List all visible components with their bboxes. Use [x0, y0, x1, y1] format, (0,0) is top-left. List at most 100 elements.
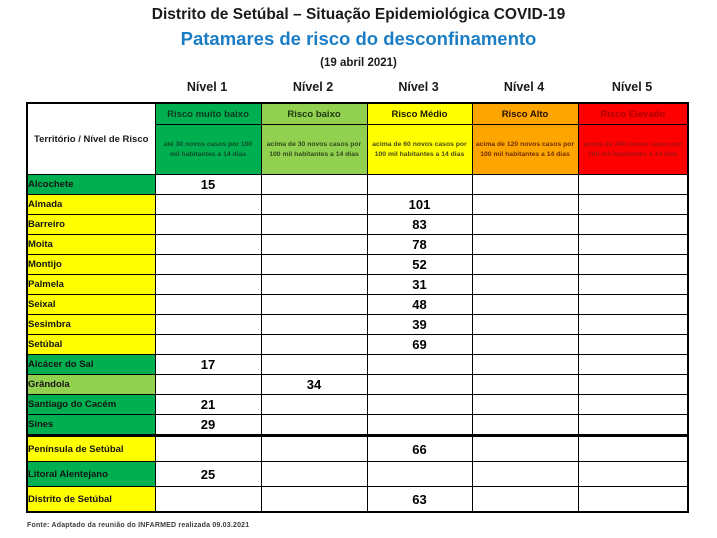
value-cell: [471, 274, 579, 295]
value-cell: [154, 334, 262, 355]
value-cell: [260, 394, 368, 415]
value-cell: [260, 254, 368, 275]
value-cell: [471, 414, 579, 436]
table-row: Alcácer do Sal 17: [26, 354, 689, 375]
level-header-1: Nível 1: [186, 80, 228, 94]
value-cell: [471, 434, 579, 462]
value-cell: [577, 354, 689, 375]
territory-cell: Barreiro: [26, 214, 156, 235]
page-subtitle: Patamares de risco do desconfinamento: [180, 28, 537, 49]
territory-cell: Sines: [26, 414, 156, 436]
level-header-strip: Nível 1 Nível 2 Nível 3 Nível 4 Nível 5: [26, 80, 687, 94]
table-row: Moita 78: [26, 234, 689, 255]
value-cell: [577, 314, 689, 335]
value-cell: [366, 354, 473, 375]
value-cell: [577, 194, 689, 215]
value-cell: 21: [154, 394, 262, 415]
risk-description-cell: até 30 novos casos por 100 mil habitante…: [154, 124, 262, 175]
level-header-5: Nível 5: [611, 80, 653, 94]
value-cell: [260, 174, 368, 195]
value-cell: 48: [366, 294, 473, 315]
value-cell: [577, 214, 689, 235]
value-cell: [366, 374, 473, 395]
value-cell: [471, 314, 579, 335]
value-cell: [471, 214, 579, 235]
risk-description-cell: acima de 240 novos casos por 100 mil hab…: [577, 124, 689, 175]
value-cell: [471, 354, 579, 375]
level-header-spacer: [26, 80, 154, 94]
table-row: Sesimbra 39: [26, 314, 689, 335]
value-cell: 15: [154, 174, 262, 195]
value-cell: 101: [366, 194, 473, 215]
table-row: Setúbal 69: [26, 334, 689, 355]
value-cell: [260, 434, 368, 462]
territory-cell: Moita: [26, 234, 156, 255]
value-cell: [577, 234, 689, 255]
value-cell: [260, 486, 368, 513]
value-cell: [366, 174, 473, 195]
value-cell: 69: [366, 334, 473, 355]
value-cell: [154, 434, 262, 462]
value-cell: [154, 274, 262, 295]
value-cell: [471, 174, 579, 195]
value-cell: 39: [366, 314, 473, 335]
value-cell: 83: [366, 214, 473, 235]
value-cell: 52: [366, 254, 473, 275]
risk-name-cell: Risco baixo: [260, 102, 368, 125]
level-header-2: Nível 2: [292, 80, 334, 94]
page-title: Distrito de Setúbal – Situação Epidemiol…: [151, 6, 566, 23]
value-cell: [471, 374, 579, 395]
territory-cell: Seixal: [26, 294, 156, 315]
value-cell: [154, 234, 262, 255]
value-cell: [366, 414, 473, 436]
risk-description-cell: acima de 60 novos casos por 100 mil habi…: [366, 124, 473, 175]
table-row-aggregate: Península de Setúbal 66: [26, 434, 689, 462]
territory-cell: Almada: [26, 194, 156, 215]
value-cell: [577, 486, 689, 513]
risk-description-row: até 30 novos casos por 100 mil habitante…: [27, 124, 689, 175]
value-cell: [577, 461, 689, 487]
value-cell: [471, 486, 579, 513]
table-row: Montijo 52: [26, 254, 689, 275]
level-header-4: Nível 4: [503, 80, 545, 94]
territory-cell: Litoral Alentejano: [26, 461, 156, 487]
territory-cell: Setúbal: [26, 334, 156, 355]
risk-name-cell: Risco Elevado: [577, 102, 689, 125]
table-row: Sines 29: [26, 414, 689, 436]
territory-cell: Montijo: [26, 254, 156, 275]
value-cell: 66: [366, 434, 473, 462]
value-cell: 29: [154, 414, 262, 436]
risk-name-cell: Risco Alto: [471, 102, 579, 125]
table-row: Almada 101: [26, 194, 689, 215]
table-row-aggregate: Litoral Alentejano 25: [26, 461, 689, 487]
value-cell: [260, 414, 368, 436]
value-cell: [154, 374, 262, 395]
value-cell: [577, 294, 689, 315]
value-cell: 31: [366, 274, 473, 295]
territory-cell: Palmela: [26, 274, 156, 295]
value-cell: [154, 314, 262, 335]
table-row: Barreiro 83: [26, 214, 689, 235]
value-cell: [471, 461, 579, 487]
table-row: Alcochete 15: [26, 174, 689, 195]
risk-name-cell: Risco Médio: [366, 102, 473, 125]
value-cell: [577, 254, 689, 275]
value-cell: [260, 234, 368, 255]
value-cell: [577, 434, 689, 462]
value-cell: [577, 274, 689, 295]
value-cell: [577, 374, 689, 395]
value-cell: [154, 486, 262, 513]
territory-cell: Santiago do Cacém: [26, 394, 156, 415]
source-note: Fonte: Adaptado da reunião do INFARMED r…: [27, 522, 250, 529]
value-cell: [154, 214, 262, 235]
table-row-aggregate: Distrito de Setúbal 63: [26, 486, 689, 513]
value-cell: 17: [154, 354, 262, 375]
level-header-3: Nível 3: [398, 80, 439, 94]
value-cell: [260, 354, 368, 375]
value-cell: 78: [366, 234, 473, 255]
value-cell: 63: [366, 486, 473, 513]
table-row: Palmela 31: [26, 274, 689, 295]
table-row: Grândola 34: [26, 374, 689, 395]
territory-cell: Península de Setúbal: [26, 434, 156, 462]
territory-cell: Alcochete: [26, 174, 156, 195]
